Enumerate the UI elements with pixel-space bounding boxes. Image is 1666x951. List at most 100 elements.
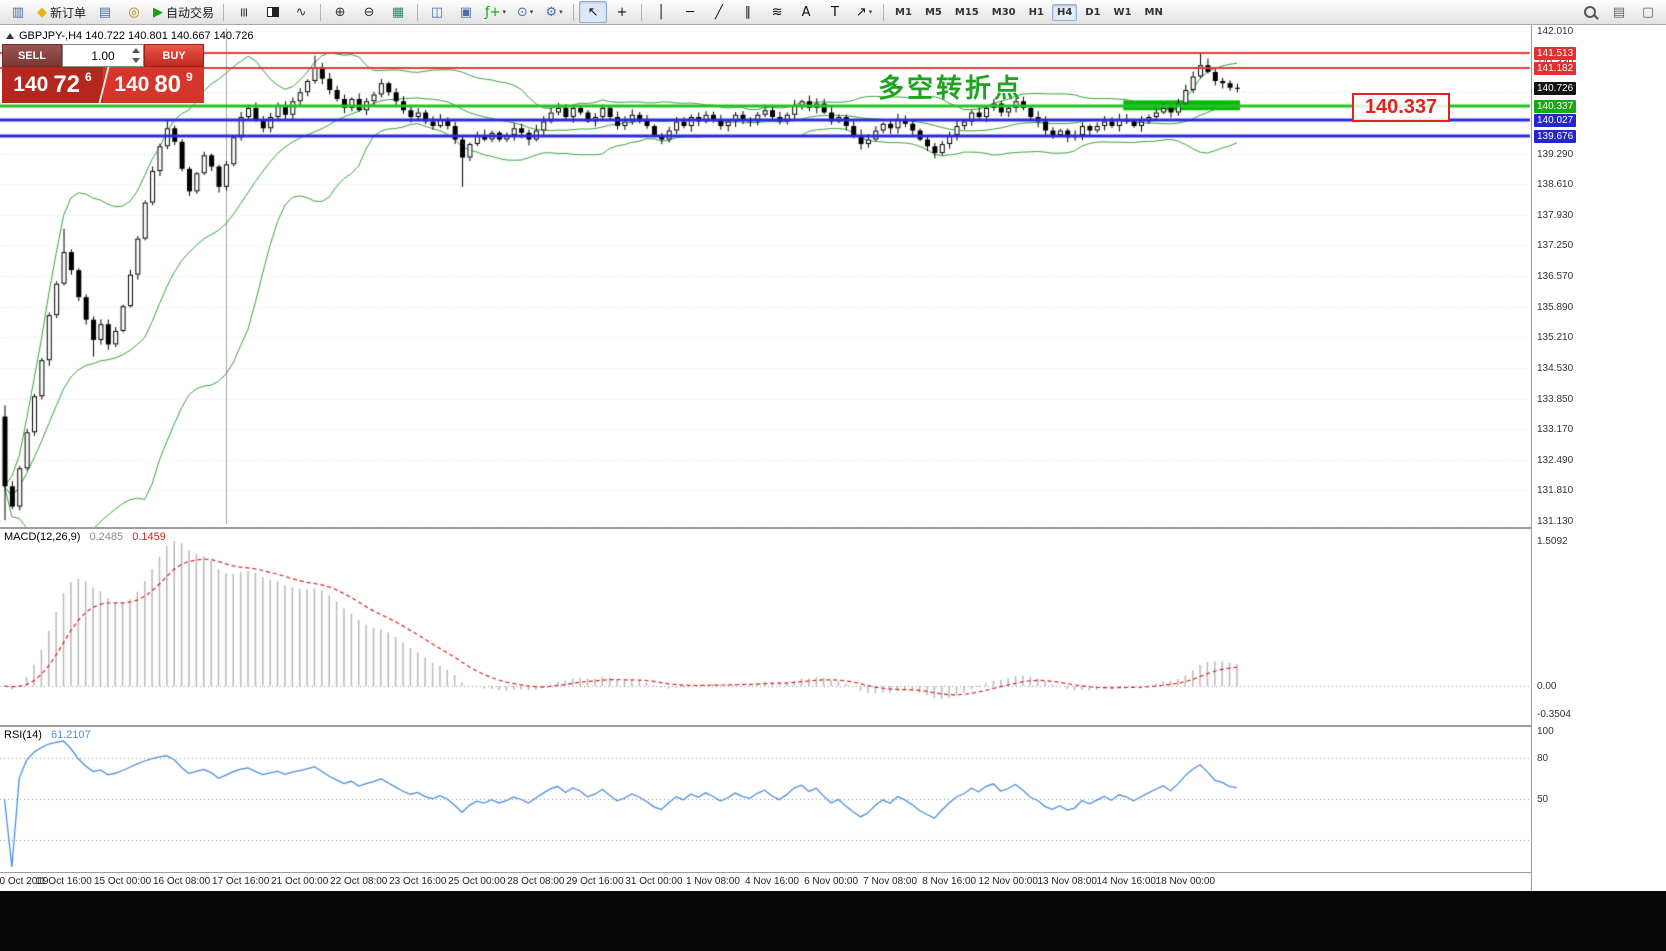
ask-price: 140 80 9 <box>103 67 204 103</box>
time-axis-label: 21 Oct 00:00 <box>271 876 329 887</box>
timeframe-m1-button[interactable]: M1 <box>895 6 912 18</box>
chart-annotation-text: 多空转折点 <box>878 73 1024 103</box>
time-axis-label: 13 Nov 08:00 <box>1037 876 1097 887</box>
time-axis-label: 23 Oct 16:00 <box>389 876 447 887</box>
time-axis-label: 22 Oct 08:00 <box>330 876 388 887</box>
time-axis-label: 14 Nov 16:00 <box>1096 876 1157 887</box>
community-icon[interactable]: ◎ <box>128 4 140 20</box>
price-scale-label: 131.810 <box>1537 485 1574 497</box>
fibonacci-icon[interactable]: ≋ <box>771 4 783 20</box>
rsi-label: RSI(14) 61.2107 <box>4 729 91 741</box>
toolbar-separator <box>641 3 643 21</box>
autotrading-button[interactable]: ▶ 自动交易 <box>153 4 215 20</box>
timeframe-h1-button[interactable]: H1 <box>1028 6 1044 18</box>
bars-style-icon[interactable]: ≡ <box>235 6 251 18</box>
timeframe-m15-button[interactable]: M15 <box>954 6 979 18</box>
macd-title: MACD(12,26,9) <box>4 531 81 543</box>
volume-value: 1.00 <box>91 48 115 63</box>
channel-icon[interactable]: ∥ <box>744 4 752 20</box>
panel-separator[interactable] <box>0 527 1531 529</box>
timeframe-h4-button[interactable]: H4 <box>1051 3 1078 21</box>
timeframe-m30-button[interactable]: M30 <box>991 6 1016 18</box>
time-axis-label: 10 Oct 2019 <box>0 876 49 887</box>
arrange-icon[interactable]: ▢ <box>1641 4 1655 20</box>
timeframe-w1-button[interactable]: W1 <box>1113 6 1132 18</box>
macd-value: 0.2485 <box>89 531 124 543</box>
new-order-button[interactable]: ◆ 新订单 <box>37 4 87 20</box>
cascade-windows-icon[interactable]: ▣ <box>459 4 473 20</box>
shapes-icon[interactable]: ↗ ▾ <box>855 4 873 20</box>
macd-scale-label: 1.5092 <box>1537 536 1568 547</box>
indicators-icon[interactable]: ƒ+ ▾ <box>485 4 507 20</box>
grid-icon[interactable]: ▦ <box>391 4 405 20</box>
price-scale-label: 133.170 <box>1537 424 1574 436</box>
periods-icon[interactable]: ⊙ ▾ <box>516 4 534 20</box>
volume-down-arrow-icon[interactable] <box>132 58 140 63</box>
price-scale-label: 142.010 <box>1537 26 1574 37</box>
candles-style-icon[interactable] <box>258 1 286 23</box>
label-icon[interactable]: T <box>831 4 839 20</box>
crosshair-icon[interactable]: + <box>616 4 628 20</box>
volume-up-arrow-icon[interactable] <box>132 48 140 53</box>
time-axis-label: 29 Oct 16:00 <box>566 876 624 887</box>
price-tag: 141.513 <box>1534 46 1577 60</box>
zoom-out-icon[interactable]: ⊖ <box>363 4 375 20</box>
search-icon[interactable] <box>1576 1 1604 23</box>
symbol-ohlc-text: GBPJPY-,H4 140.722 140.801 140.667 140.7… <box>19 30 254 42</box>
rsi-scale-label: 100 <box>1537 726 1554 737</box>
panel-separator[interactable] <box>0 725 1531 727</box>
volume-spinner <box>132 48 140 63</box>
time-axis-label: 11 Oct 16:00 <box>35 876 92 887</box>
chart-window-icon[interactable]: ▤ <box>98 4 112 20</box>
zoom-in-icon[interactable]: ⊕ <box>334 4 346 20</box>
price-scale-label: 138.610 <box>1537 179 1574 191</box>
toolbar-separator <box>417 3 419 21</box>
price-scale-label: 131.130 <box>1537 516 1574 527</box>
text-icon[interactable]: A <box>801 4 811 20</box>
time-axis-label: 16 Oct 08:00 <box>152 876 211 887</box>
price-scale-label: 134.530 <box>1537 362 1574 374</box>
timeframe-m5-button[interactable]: M5 <box>924 6 942 18</box>
price-chart-canvas[interactable] <box>0 25 1531 527</box>
templates-icon[interactable]: ⚙ ▾ <box>545 4 563 20</box>
volume-stepper[interactable]: 1.00 <box>62 44 144 67</box>
data-window-icon[interactable]: ▤ <box>1612 4 1626 20</box>
tile-windows-icon[interactable]: ◫ <box>430 4 444 20</box>
bid-price: 140 72 6 <box>2 67 103 103</box>
collapse-panel-icon[interactable] <box>6 33 14 39</box>
rsi-scale-label: 80 <box>1537 753 1549 764</box>
price-tag: 140.027 <box>1534 113 1577 127</box>
time-axis-label: 1 Nov 08:00 <box>686 876 740 887</box>
timeframe-mn-button[interactable]: MN <box>1144 6 1163 18</box>
app-icon[interactable]: ▥ <box>11 4 25 20</box>
price-scale[interactable]: 142.010141.330140.650139.970139.290138.6… <box>1531 25 1666 891</box>
line-style-icon[interactable]: ∿ <box>295 4 307 20</box>
price-tag: 139.676 <box>1534 129 1577 143</box>
price-scale-label: 132.490 <box>1537 454 1574 466</box>
rsi-scale-label: 50 <box>1537 794 1549 805</box>
timeframe-d1-button[interactable]: D1 <box>1085 6 1101 18</box>
trendline-icon[interactable]: ╱ <box>715 4 723 20</box>
macd-scale-label: 0.00 <box>1537 681 1557 692</box>
time-axis-label: 6 Nov 00:00 <box>804 876 859 887</box>
rsi-panel-canvas[interactable] <box>0 727 1531 872</box>
time-axis-label: 12 Nov 00:00 <box>978 876 1038 887</box>
price-scale-label: 133.850 <box>1537 393 1574 405</box>
buy-button[interactable]: BUY <box>144 44 204 67</box>
sell-button[interactable]: SELL <box>2 44 62 67</box>
vertical-line-icon[interactable]: │ <box>657 4 665 20</box>
macd-signal-value: 0.1459 <box>132 531 166 543</box>
toolbar-separator <box>223 3 225 21</box>
price-level-label: 140.337 <box>1352 93 1450 122</box>
price-tag: 141.182 <box>1534 61 1577 75</box>
macd-panel-canvas[interactable] <box>0 529 1531 725</box>
time-axis-label: 18 Nov 00:00 <box>1155 876 1216 887</box>
bottom-bar <box>0 891 1666 951</box>
price-tag: 140.337 <box>1534 99 1577 113</box>
horizontal-line-icon[interactable]: ─ <box>686 4 694 20</box>
rsi-title: RSI(14) <box>4 729 42 741</box>
cursor-icon[interactable]: ↖ <box>579 1 608 23</box>
time-axis-label: 28 Oct 08:00 <box>507 876 565 887</box>
